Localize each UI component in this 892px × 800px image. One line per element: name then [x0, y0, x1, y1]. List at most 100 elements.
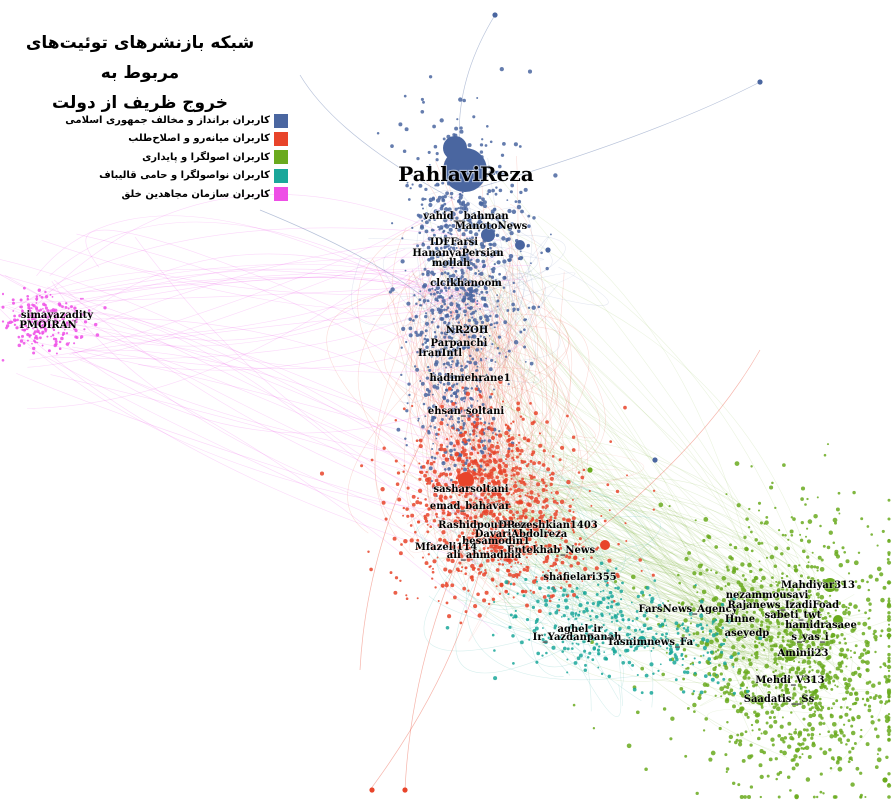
network-node — [711, 597, 717, 602]
network-node — [482, 598, 487, 603]
network-node — [13, 323, 17, 327]
network-node — [24, 324, 28, 327]
network-edge — [476, 540, 754, 682]
network-node — [479, 437, 482, 440]
network-node — [53, 309, 56, 313]
network-node — [469, 412, 473, 416]
network-node — [463, 516, 466, 519]
network-node — [726, 682, 731, 687]
network-node — [777, 625, 780, 629]
network-node — [725, 767, 730, 771]
network-node — [819, 613, 822, 616]
network-node — [720, 650, 724, 654]
network-node — [1, 305, 5, 309]
network-node — [790, 621, 792, 624]
network-node — [584, 631, 589, 636]
network-edge — [489, 496, 808, 621]
network-node — [545, 489, 548, 492]
network-node — [495, 444, 500, 450]
network-edge — [478, 531, 799, 640]
network-node — [769, 554, 775, 560]
network-node — [512, 307, 516, 311]
network-node — [865, 690, 870, 695]
network-node — [443, 271, 447, 274]
network-node — [463, 366, 467, 369]
network-node — [412, 319, 415, 322]
network-node — [810, 693, 814, 698]
network-node — [507, 451, 510, 454]
network-node — [884, 702, 887, 705]
network-edge — [467, 499, 809, 636]
network-node — [405, 444, 408, 447]
network-node — [508, 625, 512, 629]
chart-title-line-1: شبکه بازنشرهای توئیت‌های مربوط به — [25, 33, 255, 83]
network-node — [627, 625, 631, 630]
network-node — [836, 733, 839, 737]
network-node — [475, 258, 480, 263]
network-node — [463, 241, 468, 246]
network-node — [757, 79, 763, 85]
network-node — [73, 327, 77, 331]
network-node — [19, 306, 21, 308]
network-node — [612, 647, 616, 651]
network-node — [549, 564, 552, 568]
network-node — [760, 642, 765, 647]
network-node — [465, 456, 469, 460]
network-node — [406, 402, 409, 405]
network-hub — [600, 540, 610, 550]
network-node — [546, 518, 551, 523]
network-node — [465, 492, 469, 496]
network-node — [58, 347, 62, 350]
network-node — [452, 458, 455, 462]
network-node — [523, 345, 527, 349]
network-node — [731, 569, 736, 575]
legend-swatch-magenta — [274, 187, 288, 202]
network-node — [575, 617, 578, 620]
network-node — [781, 716, 784, 719]
network-node — [432, 460, 436, 464]
network-node — [433, 144, 438, 149]
network-node — [495, 489, 500, 494]
network-node — [493, 250, 499, 255]
network-node — [51, 334, 55, 337]
network-edge — [452, 247, 497, 540]
network-node — [532, 526, 537, 531]
network-node — [815, 565, 820, 570]
network-node — [843, 653, 848, 658]
network-node — [823, 638, 827, 641]
network-node — [474, 232, 479, 237]
network-node — [438, 546, 441, 549]
network-node — [482, 501, 485, 505]
network-node — [503, 276, 507, 280]
network-node — [873, 629, 877, 634]
network-node — [439, 421, 444, 426]
network-node — [479, 521, 483, 525]
network-node — [675, 643, 679, 647]
network-node — [518, 452, 522, 456]
network-node — [516, 401, 520, 406]
network-node — [481, 296, 484, 299]
network-node — [523, 460, 527, 464]
network-edge — [490, 276, 560, 481]
network-node — [475, 292, 478, 295]
network-edge — [29, 305, 490, 361]
network-node — [527, 552, 530, 555]
network-node — [490, 557, 495, 562]
network-node — [714, 545, 719, 549]
network-node — [434, 288, 437, 292]
network-node — [494, 314, 499, 318]
network-node — [88, 313, 92, 317]
network-node — [520, 209, 524, 214]
network-node — [519, 190, 523, 195]
network-edge — [488, 383, 579, 554]
network-node — [840, 624, 843, 628]
network-hub — [515, 240, 525, 250]
network-node — [537, 493, 539, 495]
network-node — [475, 497, 478, 500]
network-node — [547, 529, 552, 534]
network-node — [781, 639, 785, 642]
network-edge — [421, 410, 471, 506]
network-node — [866, 641, 870, 645]
network-node — [614, 586, 617, 590]
legend-swatch-red — [274, 131, 288, 146]
